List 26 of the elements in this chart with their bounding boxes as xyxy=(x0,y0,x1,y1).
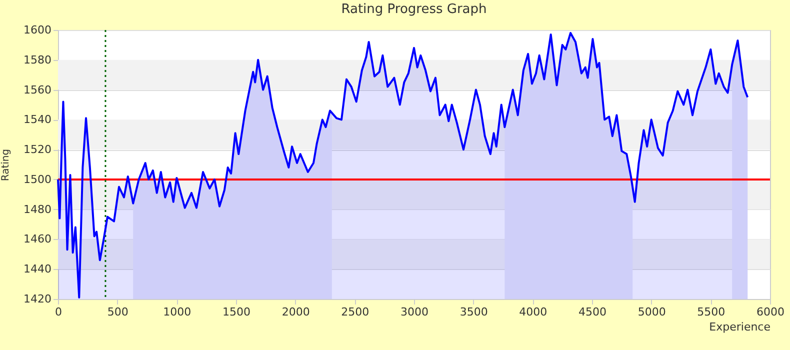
y-tick-label: 1580 xyxy=(24,53,52,66)
x-tick-label: 5500 xyxy=(697,306,726,318)
y-tick-label: 1540 xyxy=(24,113,52,126)
y-tick-label: 1420 xyxy=(24,292,52,306)
y-tick-label: 1440 xyxy=(24,262,52,276)
x-tick-label: 1500 xyxy=(222,306,250,318)
y-tick-label: 1520 xyxy=(24,143,52,156)
y-tick-label: 1460 xyxy=(24,232,52,246)
x-tick-label: 3500 xyxy=(460,306,488,318)
x-tick-label: 1000 xyxy=(163,306,192,318)
y-tick-label: 1560 xyxy=(24,83,52,96)
y-tick-label: 1480 xyxy=(24,202,52,216)
x-tick-label: 5000 xyxy=(638,306,666,318)
x-tick-label: 2500 xyxy=(341,306,370,318)
x-tick-label: 4000 xyxy=(519,306,548,318)
x-tick-label: 3000 xyxy=(400,306,428,318)
chart-title: Rating Progress Graph xyxy=(341,2,487,17)
x-tick-label: 0 xyxy=(55,306,62,318)
y-tick-label: 1600 xyxy=(24,24,52,36)
x-tick-label: 4500 xyxy=(578,306,606,318)
x-tick-label: 500 xyxy=(107,306,128,318)
x-tick-label: 2000 xyxy=(282,306,310,318)
y-tick-label: 1500 xyxy=(24,172,52,186)
x-axis-title: Experience xyxy=(709,320,771,334)
y-axis-title: Rating xyxy=(0,148,12,182)
x-tick-label: 6000 xyxy=(756,306,784,318)
